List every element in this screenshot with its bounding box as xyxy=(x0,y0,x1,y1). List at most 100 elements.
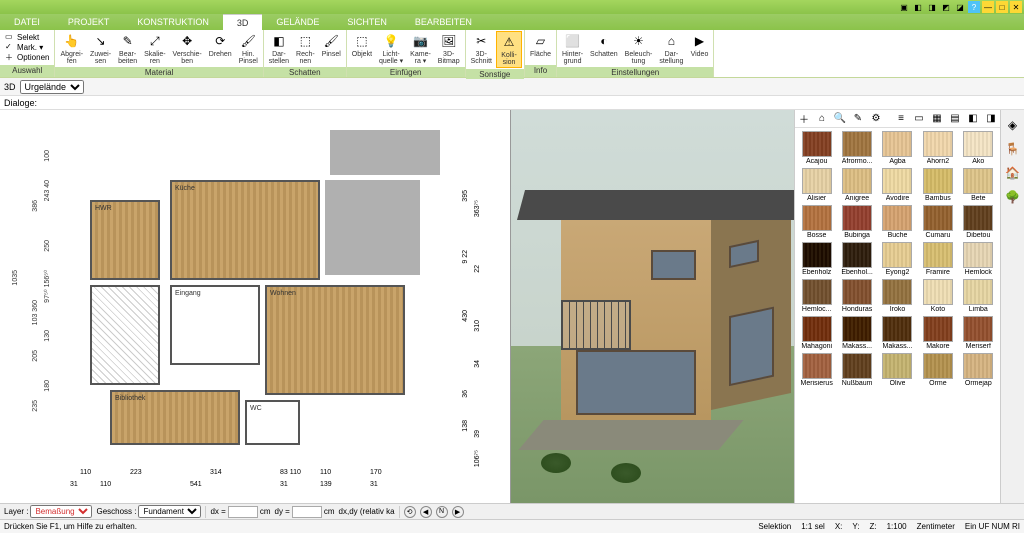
ribbon-darstellen-button[interactable]: ◧Dar- stellen xyxy=(266,31,292,66)
mat-tool-8[interactable]: ▤ xyxy=(948,112,962,126)
ribbon-lichtquelle▾-button[interactable]: 💡Licht- quelle ▾ xyxy=(376,31,406,66)
material-makass[interactable]: Makass... xyxy=(837,315,876,351)
ribbon-fläche-button[interactable]: ▱Fläche xyxy=(527,31,554,59)
ribbon-zuweisen-button[interactable]: ↘Zuwei- sen xyxy=(87,31,114,66)
ribbon-beleuchtung-button[interactable]: ☀Beleuch- tung xyxy=(622,31,656,66)
mat-tool-6[interactable]: ▭ xyxy=(912,112,926,126)
ribbon-hintergrund-button[interactable]: ⬜Hinter- grund xyxy=(559,31,586,66)
ribbon-objekt-button[interactable]: ⬚Objekt xyxy=(349,31,375,59)
material-mahagoni[interactable]: Mahagoni xyxy=(797,315,836,351)
mat-tool-9[interactable]: ◧ xyxy=(966,112,980,126)
material-buche[interactable]: Buche xyxy=(878,204,917,240)
tb-ico-3[interactable]: ◨ xyxy=(926,1,938,13)
material-honduras[interactable]: Honduras xyxy=(837,278,876,314)
material-iroko[interactable]: Iroko xyxy=(878,278,917,314)
mat-tool-7[interactable]: ▦ xyxy=(930,112,944,126)
material-nubaum[interactable]: Nußbaum xyxy=(837,352,876,388)
selekt-selekt[interactable]: ▭Selekt xyxy=(5,32,49,42)
prev-button[interactable]: ◀ xyxy=(420,506,432,518)
stairs[interactable] xyxy=(90,285,160,385)
dy-input[interactable] xyxy=(292,506,322,518)
minimize-button[interactable]: — xyxy=(982,1,994,13)
material-meriserf[interactable]: Meriserf xyxy=(959,315,998,351)
material-merisierus[interactable]: Merisierus xyxy=(797,352,836,388)
room-eingang[interactable]: Eingang xyxy=(170,285,260,365)
side-tool-2[interactable]: 🏠 xyxy=(1004,164,1022,182)
terrain-select[interactable]: Urgelände xyxy=(20,80,84,94)
material-acajou[interactable]: Acajou xyxy=(797,130,836,166)
ribbon-3dschnitt-button[interactable]: ✂3D- Schnitt xyxy=(468,31,495,66)
help-button[interactable]: ? xyxy=(968,1,980,13)
material-hemloc[interactable]: Hemloc... xyxy=(797,278,836,314)
tb-ico-2[interactable]: ◧ xyxy=(912,1,924,13)
mat-tool-0[interactable]: ＋ xyxy=(797,112,811,126)
view-3d[interactable] xyxy=(510,110,794,503)
material-anigree[interactable]: Anigree xyxy=(837,167,876,203)
layer-select[interactable]: Bemaßung xyxy=(30,505,92,518)
room-küche[interactable]: Küche xyxy=(170,180,320,280)
material-ahorn[interactable]: Ahorn2 xyxy=(918,130,957,166)
north-button[interactable]: N xyxy=(436,506,448,518)
tb-ico-4[interactable]: ◩ xyxy=(940,1,952,13)
mat-tool-1[interactable]: ⌂ xyxy=(815,112,829,126)
tab-bearbeiten[interactable]: BEARBEITEN xyxy=(401,14,486,30)
material-ebenhol[interactable]: Ebenhol... xyxy=(837,241,876,277)
tab-datei[interactable]: DATEI xyxy=(0,14,54,30)
geschoss-select[interactable]: Fundament xyxy=(138,505,201,518)
tab-gelände[interactable]: GELÄNDE xyxy=(262,14,333,30)
tab-3d[interactable]: 3D xyxy=(223,14,263,30)
mat-tool-5[interactable]: ≡ xyxy=(894,112,908,126)
ribbon-drehen-button[interactable]: ⟳Drehen xyxy=(206,31,235,59)
ribbon-schatten-button[interactable]: ◐Schatten xyxy=(587,31,621,59)
tab-konstruktion[interactable]: KONSTRUKTION xyxy=(123,14,223,30)
material-agba[interactable]: Agba xyxy=(878,130,917,166)
room-wc[interactable]: WC xyxy=(245,400,300,445)
ribbon-pinsel-button[interactable]: 🖌Pinsel xyxy=(319,31,344,59)
ribbon-verschieben-button[interactable]: ✥Verschie- ben xyxy=(170,31,205,66)
material-orme[interactable]: Orme xyxy=(918,352,957,388)
material-cumaru[interactable]: Cumaru xyxy=(918,204,957,240)
material-eyong[interactable]: Eyong2 xyxy=(878,241,917,277)
close-button[interactable]: ✕ xyxy=(1010,1,1022,13)
material-bambus[interactable]: Bambus xyxy=(918,167,957,203)
material-makore[interactable]: Makore xyxy=(918,315,957,351)
undo-button[interactable]: ⟲ xyxy=(404,506,416,518)
ribbon-hin.pinsel-button[interactable]: 🖌Hin. Pinsel xyxy=(236,31,261,66)
tb-ico-1[interactable]: ▣ xyxy=(898,1,910,13)
material-dibetou[interactable]: Dibetou xyxy=(959,204,998,240)
ribbon-kollision-button[interactable]: ⚠Kolli- sion xyxy=(496,31,522,68)
dx-input[interactable] xyxy=(228,506,258,518)
material-limba[interactable]: Limba xyxy=(959,278,998,314)
material-bete[interactable]: Bete xyxy=(959,167,998,203)
material-ako[interactable]: Ako xyxy=(959,130,998,166)
maximize-button[interactable]: □ xyxy=(996,1,1008,13)
room-wohnen[interactable]: Wohnen xyxy=(265,285,405,395)
material-ormejap[interactable]: Ormejap xyxy=(959,352,998,388)
mat-tool-10[interactable]: ◨ xyxy=(984,112,998,126)
material-bosse[interactable]: Bosse xyxy=(797,204,836,240)
material-afrormo[interactable]: Afrormo... xyxy=(837,130,876,166)
ribbon-bearbeiten-button[interactable]: ✎Bear- beiten xyxy=(115,31,140,66)
ribbon-skalieren-button[interactable]: ⤢Skalie- ren xyxy=(141,31,168,66)
material-hemlock[interactable]: Hemlock xyxy=(959,241,998,277)
room-hwr[interactable]: HWR xyxy=(90,200,160,280)
ribbon-rechnen-button[interactable]: ⬚Rech- nen xyxy=(293,31,318,66)
tb-ico-5[interactable]: ◪ xyxy=(954,1,966,13)
ribbon-abgreifen-button[interactable]: 👆Abgrei- fen xyxy=(57,31,86,66)
ribbon-darstellung-button[interactable]: ⌂Dar- stellung xyxy=(656,31,686,66)
selekt-optionen[interactable]: ＋Optionen xyxy=(5,52,49,62)
ribbon-kamera▾-button[interactable]: 📷Kame- ra ▾ xyxy=(407,31,434,66)
next-button[interactable]: ▶ xyxy=(452,506,464,518)
material-alisier[interactable]: Alisier xyxy=(797,167,836,203)
mat-tool-3[interactable]: ✎ xyxy=(851,112,865,126)
material-koto[interactable]: Koto xyxy=(918,278,957,314)
tab-projekt[interactable]: PROJEKT xyxy=(54,14,124,30)
material-framire[interactable]: Framire xyxy=(918,241,957,277)
floorplan[interactable]: HWRKücheEingangWohnenBibliothekWC xyxy=(80,130,420,460)
material-bubinga[interactable]: Bubinga xyxy=(837,204,876,240)
mat-tool-4[interactable]: ⚙ xyxy=(869,112,883,126)
side-tool-1[interactable]: 🪑 xyxy=(1004,140,1022,158)
ribbon-video-button[interactable]: ▶Video xyxy=(687,31,711,59)
material-avodire[interactable]: Avodire xyxy=(878,167,917,203)
material-makass[interactable]: Makass... xyxy=(878,315,917,351)
